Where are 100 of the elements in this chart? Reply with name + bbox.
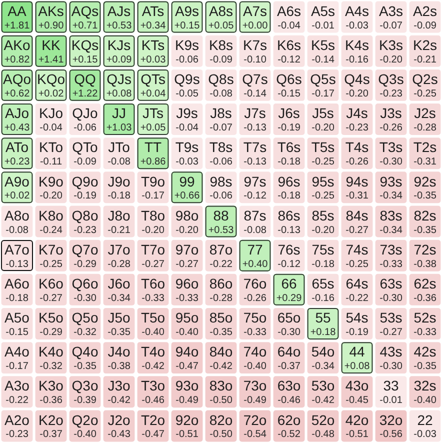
data-label: -0.09 bbox=[210, 54, 233, 66]
data-label: +0.18 bbox=[310, 326, 336, 338]
data-label: -0.40 bbox=[176, 326, 199, 338]
annotation: J9s bbox=[176, 105, 198, 122]
annotation: 92s bbox=[414, 173, 436, 190]
annotation: QJo bbox=[72, 105, 98, 122]
annotation: 64o bbox=[277, 344, 301, 360]
annotation: 99 bbox=[179, 173, 195, 190]
annotation: Q3s bbox=[378, 71, 404, 88]
data-label: -0.34 bbox=[380, 224, 403, 236]
data-label: -0.20 bbox=[312, 224, 335, 236]
data-label: +0.71 bbox=[72, 20, 98, 32]
data-label: -0.23 bbox=[74, 224, 97, 236]
data-label: -0.25 bbox=[312, 190, 335, 202]
annotation: J9o bbox=[108, 173, 130, 190]
data-label: -0.29 bbox=[40, 326, 63, 338]
data-label: -0.51 bbox=[346, 429, 369, 440]
annotation: T7o bbox=[140, 241, 166, 258]
data-label: -0.27 bbox=[40, 292, 63, 304]
data-label: +0.40 bbox=[242, 258, 268, 270]
annotation: 43s bbox=[380, 344, 402, 360]
data-label: -0.20 bbox=[40, 190, 63, 202]
data-label: -0.06 bbox=[74, 122, 97, 134]
annotation: 62s bbox=[414, 276, 436, 292]
data-label: -0.35 bbox=[108, 326, 131, 338]
annotation: JJ bbox=[112, 105, 126, 122]
annotation: 83s bbox=[380, 207, 402, 224]
annotation: ATo bbox=[5, 139, 29, 156]
annotation: 98s bbox=[210, 173, 232, 190]
data-label: -0.06 bbox=[210, 156, 233, 168]
annotation: J6s bbox=[278, 105, 300, 122]
data-label: -0.52 bbox=[278, 429, 301, 440]
data-label: -0.18 bbox=[278, 156, 301, 168]
annotation: 66 bbox=[281, 276, 297, 292]
data-label: -0.42 bbox=[210, 361, 233, 372]
annotation: J4s bbox=[346, 105, 368, 122]
data-label: +0.90 bbox=[38, 20, 64, 32]
annotation: K7o bbox=[38, 241, 64, 258]
annotation: 77 bbox=[247, 241, 263, 258]
annotation: 96s bbox=[278, 173, 300, 190]
annotation: 95s bbox=[312, 173, 334, 190]
annotation: 87s bbox=[244, 207, 266, 224]
annotation: TT bbox=[144, 139, 162, 156]
annotation: J8o bbox=[108, 207, 130, 224]
annotation: K7s bbox=[242, 36, 268, 53]
data-label: -0.40 bbox=[244, 361, 267, 372]
annotation: KJo bbox=[38, 105, 64, 122]
data-label: -0.10 bbox=[244, 54, 267, 66]
data-label: -0.28 bbox=[210, 292, 233, 304]
data-label: -0.08 bbox=[210, 88, 233, 100]
annotation: K2s bbox=[412, 36, 438, 53]
data-label: -0.20 bbox=[176, 224, 199, 236]
annotation: 82s bbox=[414, 207, 436, 224]
annotation: 95o bbox=[175, 310, 199, 326]
data-label: +0.34 bbox=[140, 20, 166, 32]
data-label: -0.15 bbox=[6, 326, 29, 338]
data-label: -0.38 bbox=[108, 361, 131, 372]
annotation: Q2s bbox=[412, 71, 438, 88]
data-label: +1.41 bbox=[38, 54, 64, 66]
annotation: AQo bbox=[2, 71, 32, 88]
annotation: T8s bbox=[209, 139, 233, 156]
annotation: K5s bbox=[310, 36, 336, 53]
data-label: -0.31 bbox=[346, 190, 369, 202]
data-label: -0.32 bbox=[74, 326, 97, 338]
annotation: 93s bbox=[380, 173, 402, 190]
annotation: Q4s bbox=[344, 71, 370, 88]
data-label: -0.03 bbox=[414, 429, 437, 440]
annotation: J2s bbox=[414, 105, 436, 122]
data-label: +1.81 bbox=[4, 20, 30, 32]
data-label: -0.25 bbox=[40, 258, 63, 270]
data-label: -0.30 bbox=[380, 156, 403, 168]
data-label: -0.35 bbox=[414, 190, 437, 202]
annotation: A3s bbox=[378, 2, 404, 19]
data-label: -0.09 bbox=[414, 20, 437, 32]
data-label: -0.27 bbox=[142, 258, 165, 270]
annotation: A7s bbox=[242, 2, 268, 19]
annotation: JTs bbox=[142, 105, 164, 122]
data-label: -0.32 bbox=[40, 361, 63, 372]
data-label: +0.29 bbox=[276, 292, 302, 304]
annotation: T4o bbox=[140, 344, 166, 360]
data-label: -0.30 bbox=[380, 292, 403, 304]
data-label: -0.08 bbox=[6, 224, 29, 236]
annotation: T2s bbox=[413, 139, 437, 156]
annotation: KQo bbox=[36, 71, 66, 88]
annotation: J3o bbox=[108, 378, 130, 394]
data-label: -0.25 bbox=[346, 258, 369, 270]
data-label: -0.24 bbox=[40, 224, 63, 236]
annotation: T6s bbox=[277, 139, 301, 156]
data-label: -0.49 bbox=[176, 395, 199, 406]
data-label: -0.29 bbox=[74, 258, 97, 270]
data-label: -0.42 bbox=[312, 395, 335, 406]
annotation: K4s bbox=[344, 36, 370, 53]
data-label: -0.46 bbox=[142, 395, 165, 406]
annotation: T8o bbox=[140, 207, 166, 224]
annotation: 73s bbox=[380, 241, 402, 258]
annotation: A8o bbox=[4, 207, 30, 224]
annotation: 75o bbox=[243, 310, 267, 326]
data-label: -0.17 bbox=[142, 190, 165, 202]
data-label: -0.33 bbox=[142, 292, 165, 304]
data-label: +0.23 bbox=[4, 156, 30, 168]
